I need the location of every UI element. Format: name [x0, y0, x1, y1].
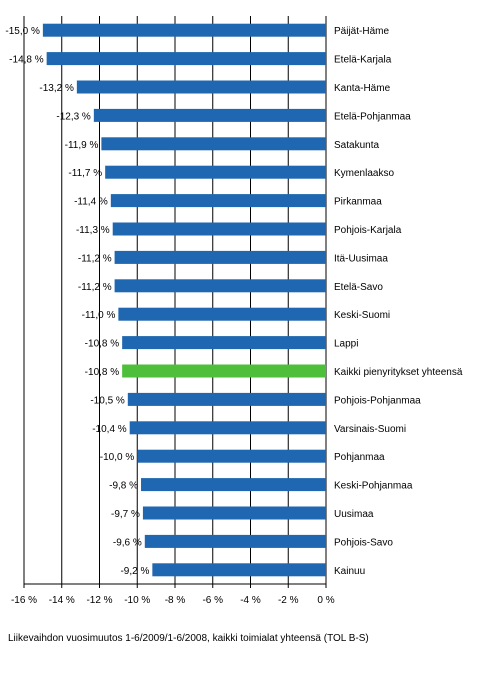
category-label: Itä-Uusimaa: [334, 253, 388, 264]
category-label: Kymenlaakso: [334, 168, 394, 179]
data-label: -10,0 %: [100, 452, 135, 463]
bar: [118, 307, 326, 321]
data-label: -11,2 %: [78, 282, 112, 293]
category-label: Kainuu: [334, 566, 365, 577]
bar: [42, 23, 326, 37]
data-label: -13,2 %: [39, 83, 74, 94]
category-label: Uusimaa: [334, 509, 374, 520]
category-label: Satakunta: [334, 140, 379, 151]
data-label: -14,8 %: [9, 55, 44, 66]
bar: [114, 279, 326, 293]
bar: [101, 137, 326, 151]
bar: [129, 421, 326, 435]
category-label: Lappi: [334, 339, 358, 350]
bar: [76, 80, 326, 94]
bar: [127, 392, 326, 406]
labels: -15,0 % Päijät-Häme -14,8 % Etelä-Karjala -1…: [5, 26, 462, 577]
bar: [114, 250, 326, 264]
bar: [142, 506, 326, 520]
category-label: Keski-Pohjanmaa: [334, 481, 413, 492]
category-label: Pohjois-Savo: [334, 537, 393, 548]
bar: [93, 108, 327, 122]
category-label: Päijät-Häme: [334, 26, 389, 37]
bar: [46, 52, 327, 66]
bar: [144, 534, 326, 548]
category-label: Etelä-Pohjanmaa: [334, 111, 411, 122]
category-label: Etelä-Savo: [334, 282, 383, 293]
category-label: Pohjanmaa: [334, 452, 385, 463]
x-tick-label: -12 %: [86, 595, 112, 606]
bar: [152, 563, 326, 577]
x-tick-label: -14 %: [49, 595, 75, 606]
data-label: -9,8 %: [109, 481, 138, 492]
x-tick-label: -8 %: [165, 595, 186, 606]
category-label: Pohjois-Pohjanmaa: [334, 395, 421, 406]
data-label: -10,5 %: [90, 395, 125, 406]
category-label: Keski-Suomi: [334, 310, 390, 321]
data-label: -10,8 %: [85, 339, 120, 350]
category-label: Pohjois-Karjala: [334, 225, 402, 236]
bar: [122, 364, 327, 378]
x-axis: -16 % -14 % -12 % -10 % -8 % -6 % -4 % -2 % 0 %: [11, 583, 335, 606]
bar: [137, 449, 326, 463]
data-label: -15,0 %: [5, 26, 40, 37]
data-label: -9,6 %: [113, 537, 142, 548]
data-label: -12,3 %: [56, 111, 91, 122]
bar: [122, 336, 327, 350]
grid-lines: [23, 16, 327, 584]
data-label: -11,2 %: [78, 253, 112, 264]
x-tick-label: -16 %: [11, 595, 37, 606]
data-label: -10,4 %: [92, 424, 127, 435]
data-label: -11,0 %: [82, 310, 116, 321]
category-label: Pirkanmaa: [334, 197, 382, 208]
x-tick-label: -4 %: [240, 595, 261, 606]
x-tick-label: -6 %: [202, 595, 223, 606]
x-axis-title: Liikevaihdon vuosimuutos 1-6/2009/1-6/20…: [8, 633, 369, 644]
category-label: Varsinais-Suomi: [334, 424, 406, 435]
data-label: -11,7 %: [68, 168, 102, 179]
bar: [141, 478, 326, 492]
data-label: -11,9 %: [65, 140, 99, 151]
category-label: Kaikki pienyritykset yhteensä: [334, 367, 463, 378]
x-tick-label: -2 %: [278, 595, 299, 606]
data-label: -9,7 %: [111, 509, 140, 520]
bar: [112, 222, 327, 236]
bars: [42, 23, 327, 577]
data-label: -9,2 %: [120, 566, 149, 577]
bar: [110, 194, 326, 208]
category-label: Kanta-Häme: [334, 83, 391, 94]
data-label: -11,4 %: [74, 197, 108, 208]
category-label: Etelä-Karjala: [334, 55, 392, 66]
data-label: -10,8 %: [85, 367, 120, 378]
data-label: -11,3 %: [76, 225, 110, 236]
bar: [105, 165, 326, 179]
x-tick-label: -10 %: [124, 595, 150, 606]
x-tick-label: 0 %: [317, 595, 334, 606]
